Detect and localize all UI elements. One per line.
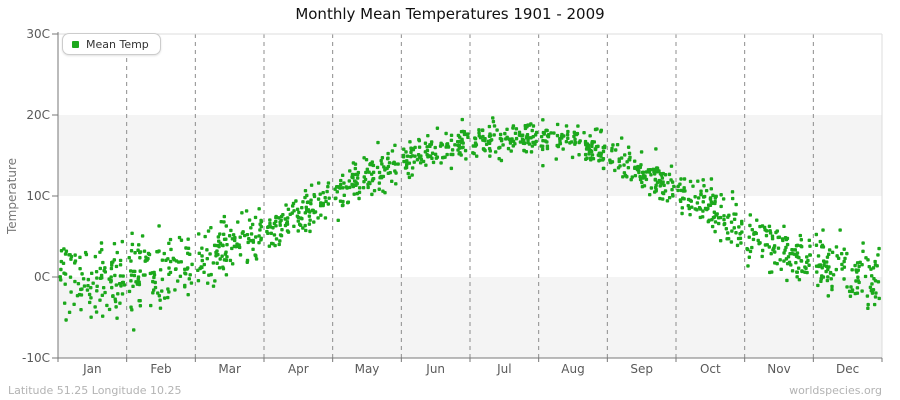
x-month-label: Sep: [630, 362, 653, 376]
y-tick-label: -10C: [22, 351, 50, 365]
x-month-label: Jan: [83, 362, 102, 376]
x-month-label: Jun: [426, 362, 446, 376]
x-month-label: Feb: [150, 362, 172, 376]
x-month-label: Aug: [561, 362, 585, 376]
x-month-label: Nov: [767, 362, 791, 376]
x-month-label: May: [354, 362, 380, 376]
x-month-label: Apr: [287, 362, 309, 376]
chart-title: Monthly Mean Temperatures 1901 - 2009: [295, 5, 605, 23]
x-month-label: Dec: [836, 362, 860, 376]
coordinates-caption: Latitude 51.25 Longitude 10.25: [8, 384, 182, 397]
legend: Mean Temp: [62, 33, 161, 55]
x-month-label: Jul: [497, 362, 512, 376]
legend-label: Mean Temp: [86, 37, 149, 51]
x-month-label: Oct: [699, 362, 721, 376]
x-month-label: Mar: [218, 362, 241, 376]
legend-marker-icon: [72, 40, 79, 48]
y-tick-label: 20C: [26, 108, 50, 122]
y-tick-label: 10C: [26, 189, 50, 203]
y-tick-label: 30C: [26, 27, 50, 41]
y-tick-label: 0C: [33, 270, 50, 284]
source-caption: worldspecies.org: [789, 384, 882, 397]
